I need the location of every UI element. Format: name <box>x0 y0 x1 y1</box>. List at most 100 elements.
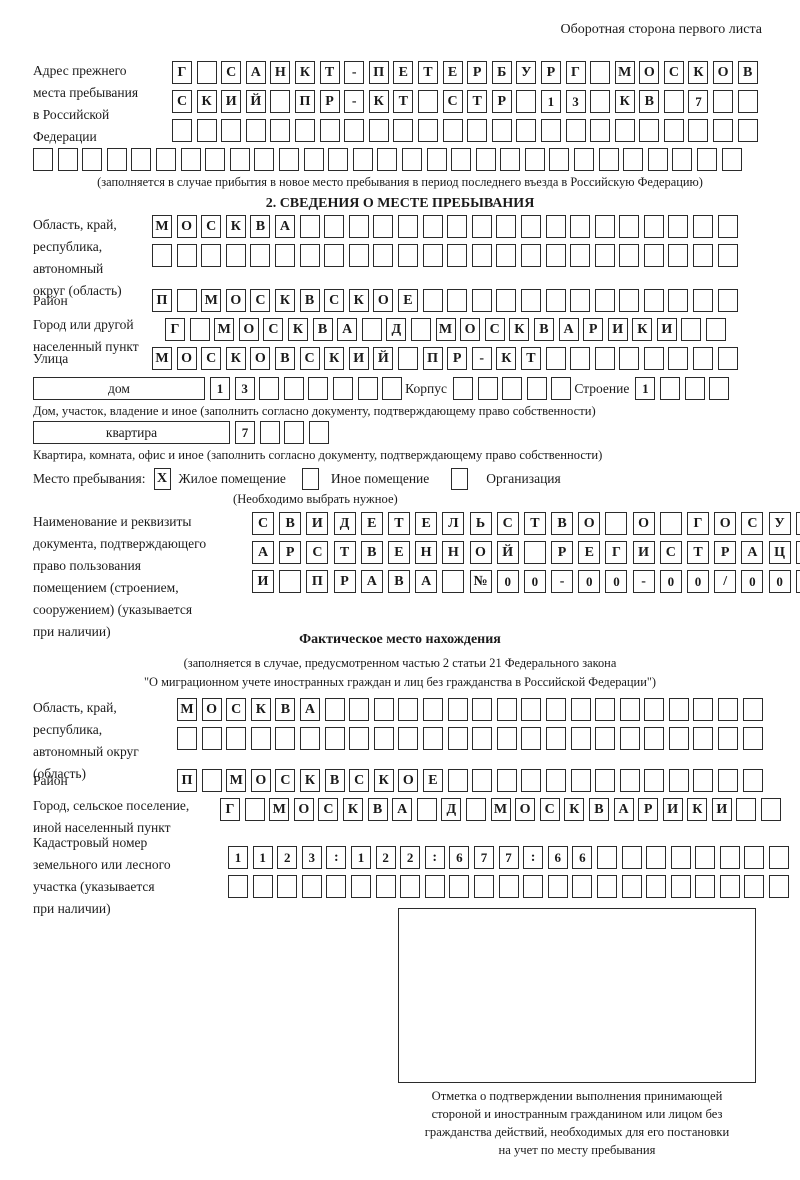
form-cell[interactable] <box>401 148 422 171</box>
form-cell[interactable] <box>717 347 738 370</box>
form-cell[interactable] <box>545 244 566 267</box>
form-cell[interactable] <box>621 875 642 898</box>
form-cell[interactable] <box>644 698 665 721</box>
form-cell[interactable]: М <box>214 318 235 341</box>
form-cell[interactable] <box>228 875 248 898</box>
form-cell[interactable]: С <box>275 769 296 792</box>
form-cell[interactable] <box>688 119 709 142</box>
form-cell[interactable] <box>498 875 519 898</box>
form-cell[interactable]: В <box>274 347 295 370</box>
form-cell[interactable] <box>643 347 664 370</box>
form-cell[interactable] <box>475 148 496 171</box>
form-cell[interactable]: № <box>469 570 492 593</box>
form-cell[interactable]: В <box>324 769 345 792</box>
form-cell[interactable]: : <box>326 846 347 869</box>
checkbox-inoe[interactable] <box>301 468 319 490</box>
form-cell[interactable]: В <box>279 512 302 535</box>
form-cell[interactable] <box>324 244 345 267</box>
form-cell[interactable]: Г <box>687 512 709 535</box>
form-cell[interactable]: О <box>250 347 271 370</box>
form-cell[interactable]: К <box>225 215 246 238</box>
form-cell[interactable]: И <box>795 541 800 564</box>
form-cell[interactable] <box>713 90 734 113</box>
form-cell[interactable]: О <box>373 289 394 312</box>
form-cell[interactable]: В <box>737 61 758 84</box>
form-cell[interactable] <box>299 727 320 750</box>
form-cell[interactable]: П <box>368 61 389 84</box>
form-cell[interactable] <box>308 421 329 444</box>
form-cell[interactable] <box>397 347 418 370</box>
form-cell[interactable]: С <box>442 90 463 113</box>
form-cell[interactable] <box>155 148 176 171</box>
form-cell[interactable] <box>524 148 545 171</box>
form-cell[interactable] <box>422 727 443 750</box>
form-cell[interactable]: Р <box>491 90 512 113</box>
form-cell[interactable] <box>375 875 396 898</box>
form-cell[interactable]: О <box>632 512 655 535</box>
form-cell[interactable]: Г <box>220 798 240 821</box>
form-cell[interactable] <box>693 289 714 312</box>
form-cell[interactable] <box>398 727 419 750</box>
form-cell[interactable]: А <box>392 798 413 821</box>
form-cell[interactable] <box>226 727 247 750</box>
korpus-cells[interactable] <box>452 377 572 400</box>
form-cell[interactable]: В <box>299 289 320 312</box>
form-cell[interactable] <box>590 90 611 113</box>
form-cell[interactable] <box>744 846 765 869</box>
form-cell[interactable] <box>570 289 591 312</box>
form-cell[interactable] <box>422 244 443 267</box>
form-cell[interactable]: К <box>348 289 369 312</box>
form-cell[interactable] <box>368 119 389 142</box>
form-cell[interactable] <box>259 421 280 444</box>
form-cell[interactable]: И <box>711 798 732 821</box>
form-cell[interactable]: М <box>177 698 197 721</box>
form-cell[interactable] <box>270 90 291 113</box>
form-cell[interactable] <box>643 215 664 238</box>
form-cell[interactable]: Р <box>467 61 488 84</box>
form-cell[interactable]: О <box>469 541 492 564</box>
form-cell[interactable] <box>718 727 739 750</box>
form-cell[interactable]: 0 <box>605 570 628 593</box>
form-cell[interactable] <box>717 215 738 238</box>
form-cell[interactable]: С <box>299 347 320 370</box>
form-cell[interactable]: К <box>294 61 315 84</box>
form-cell[interactable] <box>572 875 593 898</box>
form-cell[interactable] <box>736 798 757 821</box>
form-cell[interactable]: Е <box>393 61 414 84</box>
form-cell[interactable] <box>275 727 296 750</box>
form-cell[interactable]: О <box>238 318 259 341</box>
form-cell[interactable]: / <box>714 570 737 593</box>
form-cell[interactable]: А <box>415 570 438 593</box>
form-cell[interactable]: 0 <box>523 570 546 593</box>
form-cell[interactable] <box>205 148 226 171</box>
form-cell[interactable]: Е <box>422 769 443 792</box>
form-cell[interactable]: 0 <box>659 570 682 593</box>
form-cell[interactable] <box>659 377 680 400</box>
form-cell[interactable] <box>467 119 488 142</box>
form-cell[interactable] <box>373 698 394 721</box>
form-cell[interactable] <box>520 244 541 267</box>
form-cell[interactable] <box>709 377 730 400</box>
form-cell[interactable] <box>201 244 222 267</box>
form-cell[interactable]: Ь <box>469 512 492 535</box>
form-cell[interactable] <box>447 289 468 312</box>
form-cell[interactable] <box>496 727 517 750</box>
form-cell[interactable] <box>619 289 640 312</box>
form-cell[interactable] <box>693 215 714 238</box>
form-cell[interactable]: Д <box>795 512 800 535</box>
form-cell[interactable]: : <box>424 846 445 869</box>
form-cell[interactable] <box>598 148 619 171</box>
flat-cells[interactable]: 7 <box>235 421 329 444</box>
form-cell[interactable] <box>668 698 689 721</box>
form-cell[interactable] <box>57 148 78 171</box>
form-cell[interactable] <box>693 727 714 750</box>
form-cell[interactable]: Р <box>638 798 659 821</box>
form-cell[interactable] <box>348 215 369 238</box>
form-cell[interactable] <box>452 377 473 400</box>
form-cell[interactable]: К <box>274 289 295 312</box>
form-cell[interactable]: И <box>221 90 242 113</box>
form-cell[interactable] <box>189 318 210 341</box>
form-cell[interactable]: Р <box>447 347 468 370</box>
form-cell[interactable] <box>668 244 689 267</box>
